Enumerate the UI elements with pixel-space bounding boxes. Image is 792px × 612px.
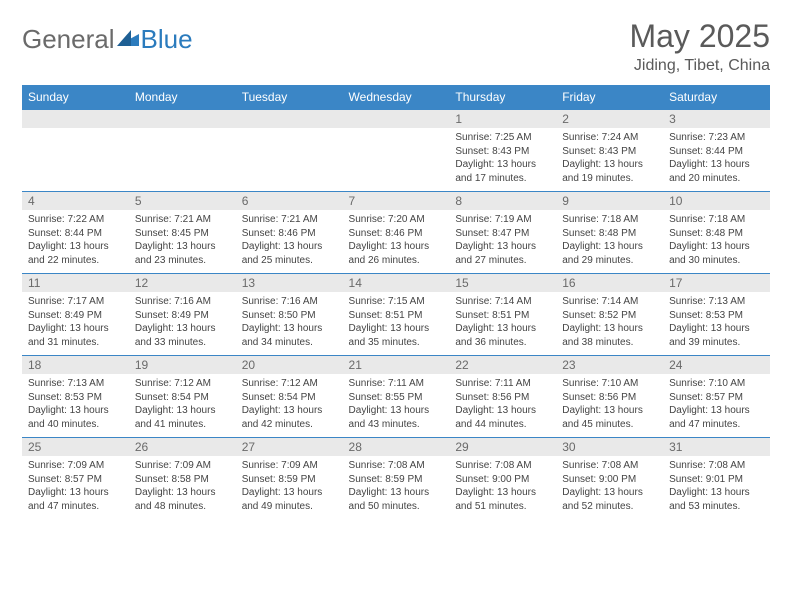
day-number: 4: [22, 192, 129, 211]
day-number: 11: [22, 274, 129, 293]
day-number: 2: [556, 110, 663, 129]
weekday-header: Thursday: [449, 85, 556, 110]
day-detail: Sunrise: 7:19 AMSunset: 8:47 PMDaylight:…: [449, 210, 556, 274]
day-detail: Sunrise: 7:09 AMSunset: 8:57 PMDaylight:…: [22, 456, 129, 519]
day-number: 10: [663, 192, 770, 211]
weekday-header: Saturday: [663, 85, 770, 110]
day-detail: Sunrise: 7:09 AMSunset: 8:59 PMDaylight:…: [236, 456, 343, 519]
day-detail: Sunrise: 7:10 AMSunset: 8:56 PMDaylight:…: [556, 374, 663, 438]
title-area: May 2025 Jiding, Tibet, China: [629, 18, 770, 75]
day-number: 9: [556, 192, 663, 211]
day-number: 31: [663, 438, 770, 457]
day-detail: Sunrise: 7:16 AMSunset: 8:49 PMDaylight:…: [129, 292, 236, 356]
day-detail: Sunrise: 7:13 AMSunset: 8:53 PMDaylight:…: [663, 292, 770, 356]
day-number: 17: [663, 274, 770, 293]
brand-text-blue: Blue: [141, 24, 193, 55]
week-detail-row: Sunrise: 7:25 AMSunset: 8:43 PMDaylight:…: [22, 128, 770, 192]
day-detail: Sunrise: 7:20 AMSunset: 8:46 PMDaylight:…: [343, 210, 450, 274]
day-number: 15: [449, 274, 556, 293]
day-detail: Sunrise: 7:12 AMSunset: 8:54 PMDaylight:…: [129, 374, 236, 438]
week-detail-row: Sunrise: 7:17 AMSunset: 8:49 PMDaylight:…: [22, 292, 770, 356]
day-detail: Sunrise: 7:09 AMSunset: 8:58 PMDaylight:…: [129, 456, 236, 519]
day-detail: Sunrise: 7:23 AMSunset: 8:44 PMDaylight:…: [663, 128, 770, 192]
day-number: 7: [343, 192, 450, 211]
day-number: 21: [343, 356, 450, 375]
day-detail: Sunrise: 7:22 AMSunset: 8:44 PMDaylight:…: [22, 210, 129, 274]
month-title: May 2025: [629, 18, 770, 55]
day-detail: Sunrise: 7:14 AMSunset: 8:51 PMDaylight:…: [449, 292, 556, 356]
day-number: 24: [663, 356, 770, 375]
weekday-header: Sunday: [22, 85, 129, 110]
day-number: 6: [236, 192, 343, 211]
day-number: 12: [129, 274, 236, 293]
day-detail: Sunrise: 7:15 AMSunset: 8:51 PMDaylight:…: [343, 292, 450, 356]
week-number-row: 25262728293031: [22, 438, 770, 457]
day-detail: Sunrise: 7:18 AMSunset: 8:48 PMDaylight:…: [663, 210, 770, 274]
day-detail: Sunrise: 7:18 AMSunset: 8:48 PMDaylight:…: [556, 210, 663, 274]
day-number: 30: [556, 438, 663, 457]
week-detail-row: Sunrise: 7:22 AMSunset: 8:44 PMDaylight:…: [22, 210, 770, 274]
calendar-body: 123Sunrise: 7:25 AMSunset: 8:43 PMDaylig…: [22, 110, 770, 520]
weekday-header: Monday: [129, 85, 236, 110]
week-detail-row: Sunrise: 7:13 AMSunset: 8:53 PMDaylight:…: [22, 374, 770, 438]
day-detail: Sunrise: 7:24 AMSunset: 8:43 PMDaylight:…: [556, 128, 663, 192]
day-detail: Sunrise: 7:11 AMSunset: 8:55 PMDaylight:…: [343, 374, 450, 438]
day-number: 1: [449, 110, 556, 129]
location-text: Jiding, Tibet, China: [629, 57, 770, 75]
day-number: [343, 110, 450, 129]
day-number: 20: [236, 356, 343, 375]
page-header: General Blue May 2025 Jiding, Tibet, Chi…: [22, 18, 770, 75]
day-number: 18: [22, 356, 129, 375]
day-number: [129, 110, 236, 129]
week-number-row: 123: [22, 110, 770, 129]
day-detail: Sunrise: 7:21 AMSunset: 8:45 PMDaylight:…: [129, 210, 236, 274]
weekday-header: Wednesday: [343, 85, 450, 110]
day-detail: Sunrise: 7:25 AMSunset: 8:43 PMDaylight:…: [449, 128, 556, 192]
day-detail: Sunrise: 7:12 AMSunset: 8:54 PMDaylight:…: [236, 374, 343, 438]
day-number: 3: [663, 110, 770, 129]
day-number: [236, 110, 343, 129]
day-number: 5: [129, 192, 236, 211]
day-number: 26: [129, 438, 236, 457]
day-detail: Sunrise: 7:10 AMSunset: 8:57 PMDaylight:…: [663, 374, 770, 438]
weekday-header: Friday: [556, 85, 663, 110]
day-number: 25: [22, 438, 129, 457]
brand-logo: General Blue: [22, 24, 193, 55]
day-number: 27: [236, 438, 343, 457]
day-detail: Sunrise: 7:16 AMSunset: 8:50 PMDaylight:…: [236, 292, 343, 356]
day-number: 22: [449, 356, 556, 375]
day-number: 19: [129, 356, 236, 375]
day-detail: Sunrise: 7:21 AMSunset: 8:46 PMDaylight:…: [236, 210, 343, 274]
day-detail: Sunrise: 7:17 AMSunset: 8:49 PMDaylight:…: [22, 292, 129, 356]
day-detail: [236, 128, 343, 192]
day-number: [22, 110, 129, 129]
day-detail: [343, 128, 450, 192]
day-number: 28: [343, 438, 450, 457]
week-number-row: 18192021222324: [22, 356, 770, 375]
week-number-row: 45678910: [22, 192, 770, 211]
day-detail: [129, 128, 236, 192]
day-detail: Sunrise: 7:14 AMSunset: 8:52 PMDaylight:…: [556, 292, 663, 356]
day-detail: [22, 128, 129, 192]
day-detail: Sunrise: 7:13 AMSunset: 8:53 PMDaylight:…: [22, 374, 129, 438]
calendar-table: Sunday Monday Tuesday Wednesday Thursday…: [22, 85, 770, 519]
day-number: 23: [556, 356, 663, 375]
week-detail-row: Sunrise: 7:09 AMSunset: 8:57 PMDaylight:…: [22, 456, 770, 519]
day-number: 16: [556, 274, 663, 293]
day-number: 13: [236, 274, 343, 293]
day-detail: Sunrise: 7:08 AMSunset: 9:01 PMDaylight:…: [663, 456, 770, 519]
day-number: 29: [449, 438, 556, 457]
brand-text-general: General: [22, 24, 115, 55]
day-detail: Sunrise: 7:08 AMSunset: 8:59 PMDaylight:…: [343, 456, 450, 519]
brand-mark-icon: [117, 28, 139, 51]
day-number: 14: [343, 274, 450, 293]
day-detail: Sunrise: 7:11 AMSunset: 8:56 PMDaylight:…: [449, 374, 556, 438]
day-detail: Sunrise: 7:08 AMSunset: 9:00 PMDaylight:…: [556, 456, 663, 519]
day-detail: Sunrise: 7:08 AMSunset: 9:00 PMDaylight:…: [449, 456, 556, 519]
week-number-row: 11121314151617: [22, 274, 770, 293]
weekday-header: Tuesday: [236, 85, 343, 110]
day-number: 8: [449, 192, 556, 211]
weekday-header-row: Sunday Monday Tuesday Wednesday Thursday…: [22, 85, 770, 110]
